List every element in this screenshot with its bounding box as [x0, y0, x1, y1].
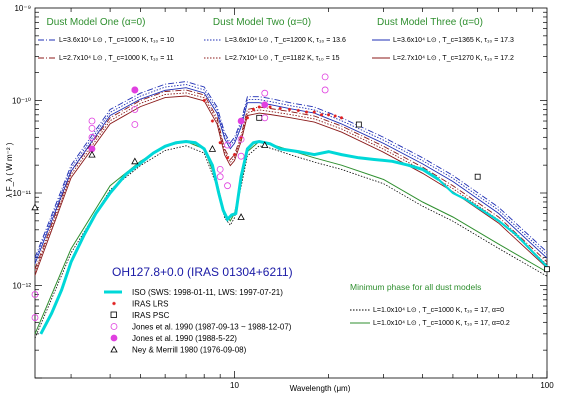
ney-merrill-point	[261, 141, 269, 148]
model-group-title: Dust Model Three (α=0)	[377, 17, 483, 28]
iras-lrs-point	[296, 108, 300, 113]
iras-lrs-point	[268, 105, 272, 109]
jones-range-point	[237, 135, 245, 143]
iso-lws-spectrum	[437, 178, 548, 268]
jones-range-point	[224, 141, 231, 149]
model-legend-label: L=3.6x10⁴ L⊙ , T_c=1200 K, τ₁₀ = 13.6	[225, 37, 346, 44]
ney-merrill-point	[208, 145, 217, 152]
model-legend-label: L=3.6x10⁴ L⊙ , T_c=1365 K, τ₁₀ = 17.3	[393, 37, 514, 44]
x-axis-label: Wavelength (μm)	[290, 384, 351, 393]
iras-lrs-point	[225, 156, 230, 160]
iras-lrs-point	[278, 106, 282, 111]
jones-range-point	[31, 291, 39, 298]
iras-lrs-point	[202, 98, 206, 103]
iras-lrs-point	[210, 119, 215, 123]
model-group-title: Dust Model Two (α=0)	[213, 17, 311, 28]
iras-lrs-point	[287, 107, 292, 112]
minimum-phase-title: Minimum phase for all dust models	[350, 282, 481, 292]
iras-lrs-points	[202, 98, 344, 160]
iras-lrs-point	[333, 114, 337, 118]
iras-lrs-point	[326, 113, 331, 117]
legend-swatch-lrs	[112, 301, 116, 306]
iras-psc-point	[544, 266, 550, 273]
iras-psc-point	[474, 173, 481, 180]
model-legend-label: L=3.6x10⁴ L⊙ , T_c=1000 K, τ₁₀ = 10	[59, 37, 174, 44]
jones-range-point	[88, 133, 96, 141]
max-model-line-3-1	[34, 87, 548, 264]
iras-lrs-point	[251, 107, 256, 112]
jones-range-point	[216, 173, 224, 181]
minimum-phase-label: L=1.0x10⁴ L⊙ , T_c=1000 K, τ₁₀ = 17, α=0…	[373, 320, 510, 327]
jones-range-point	[31, 314, 39, 321]
y-tick-label: 10⁻¹²	[13, 282, 32, 291]
observation-legend-label: ISO (SWS: 1998-01-11, LWS: 1997-07-21)	[132, 288, 283, 297]
minimum-phase-label: L=1.0x10⁴ L⊙ , T_c=1000 K, τ₁₀ = 17, α=0	[373, 307, 504, 314]
ney-merrill-point	[31, 203, 39, 211]
y-tick-label: 10⁻⁹	[14, 4, 31, 13]
iras-psc-point	[355, 121, 362, 128]
jones-1988-point	[261, 101, 269, 109]
jones-range-point	[321, 73, 329, 81]
iras-lrs-point	[304, 110, 309, 114]
jones-range-point	[237, 152, 245, 160]
jones-range-point	[88, 117, 96, 125]
jones-range-point	[131, 121, 139, 128]
y-tick-label: 10⁻¹¹	[13, 189, 32, 198]
jones-range-point	[321, 86, 329, 94]
iras-lrs-point	[319, 113, 324, 117]
jones-range-point	[224, 182, 231, 190]
legend-swatch-ney	[110, 345, 118, 353]
model-legend-label: L=2.7x10⁴ L⊙ , T_c=1000 K, τ₁₀ = 11	[59, 55, 174, 62]
ney-merrill-point	[88, 150, 96, 158]
observation-legend-label: IRAS LRS	[132, 300, 168, 309]
x-tick-label: 100	[540, 381, 554, 390]
legend-swatch-psc	[110, 311, 117, 318]
observations-legend: ISO (SWS: 1998-01-11, LWS: 1997-07-21) IR…	[104, 288, 292, 355]
observation-legend-label: Jones et al. 1990 (1987-09-13 ~ 1988-12-…	[132, 323, 292, 332]
iras-lrs-point	[218, 141, 222, 145]
ney-merrill-point	[237, 213, 245, 220]
iras-lrs-point	[257, 105, 261, 109]
jones-range-point	[216, 165, 224, 173]
model-legends: Dust Model One (α=0) L=3.6x10⁴ L⊙ , T_c=1…	[38, 17, 514, 62]
observation-legend-label: IRAS PSC	[132, 311, 170, 320]
object-title: OH127.8+0.0 (IRAS 01304+6211)	[112, 265, 293, 279]
minimum-phase-legend: Minimum phase for all dust models L=1.0x1…	[350, 282, 510, 327]
model-legend-label: L=2.7x10⁴ L⊙ , T_c=1270 K, τ₁₀ = 17.2	[393, 55, 514, 62]
jones-range-point	[261, 114, 269, 122]
model-legend-label: L=2.7x10⁴ L⊙ , T_c=1182 K, τ₁₀ = 15	[225, 55, 340, 62]
min-phase-alpha0-line	[34, 145, 548, 339]
max-model-line-2-2	[34, 92, 548, 273]
jones-range-point	[261, 89, 269, 97]
legend-swatch-jones	[110, 323, 118, 330]
axis-ticks: 10 100 10⁻¹² 10⁻¹¹ 10⁻¹⁰ 10⁻⁹	[12, 4, 554, 390]
iras-lrs-point	[245, 116, 250, 120]
iras-psc-point	[256, 114, 263, 121]
jones-range-point	[131, 106, 139, 113]
ney-merrill-point	[131, 157, 139, 165]
iras-lrs-point	[339, 116, 344, 120]
iras-psc-points	[256, 114, 550, 273]
y-axis-label: λ F_λ ( W m⁻² )	[5, 142, 14, 197]
jones-1988-point	[131, 86, 139, 94]
iras-lrs-point	[232, 153, 237, 157]
legend-swatch-jones88	[110, 334, 118, 342]
ney-merrill-points	[31, 141, 269, 220]
max-model-line-3-2	[34, 95, 548, 276]
observation-legend-label: Ney & Merrill 1980 (1976-09-08)	[132, 346, 247, 355]
jones-1988-points	[88, 86, 269, 153]
model-group-title: Dust Model One (α=0)	[47, 17, 146, 28]
y-tick-label: 10⁻¹⁰	[12, 97, 31, 106]
iras-lrs-point	[239, 135, 243, 139]
jones-range-point	[88, 124, 96, 132]
iso-sws-spectrum	[39, 139, 440, 335]
x-tick-label: 10	[230, 381, 239, 390]
jones-1988-point	[237, 117, 245, 125]
max-model-line-1-2	[34, 89, 548, 270]
iras-lrs-point	[312, 110, 316, 114]
observation-legend-label: Jones et al. 1990 (1988-5-22)	[132, 334, 237, 343]
